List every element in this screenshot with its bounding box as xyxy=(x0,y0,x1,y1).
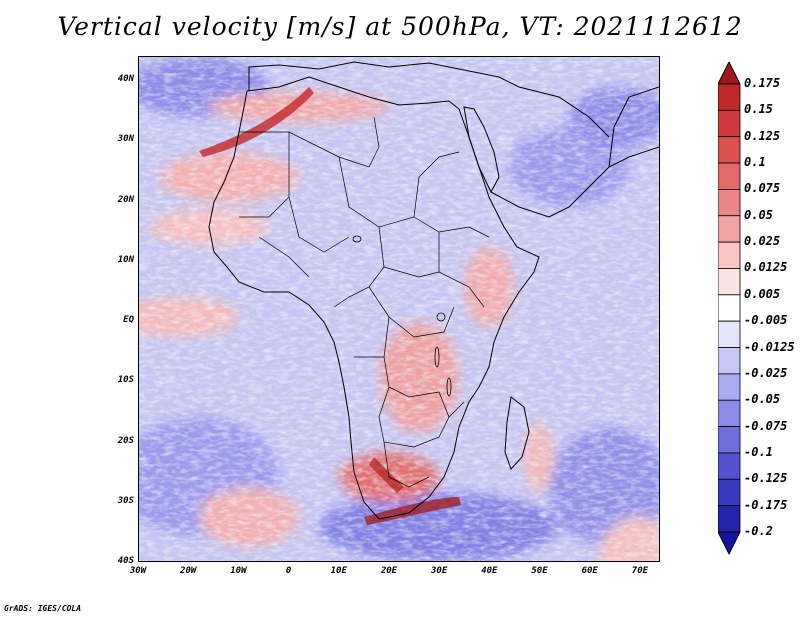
lat-label-30S: 30S xyxy=(117,495,134,506)
colorbar-swatch xyxy=(718,373,741,401)
colorbar-swatch xyxy=(718,241,741,269)
colorbar-swatch xyxy=(718,452,741,480)
lon-label-10E: 10E xyxy=(330,566,347,576)
coastlines xyxy=(208,61,659,520)
lat-label-20S: 20S xyxy=(117,435,134,446)
colorbar-swatch xyxy=(718,399,741,427)
velocity-field-map xyxy=(139,57,659,561)
colorbar-level-label: -0.005 xyxy=(744,313,788,328)
lat-label-20N: 20N xyxy=(117,194,134,205)
africa-coastline xyxy=(208,76,540,520)
lon-label-20E: 20E xyxy=(380,566,398,576)
map-title: Vertical velocity [m/s] at 500hPa, VT: 2… xyxy=(57,12,743,41)
country-borders xyxy=(239,116,490,488)
colorbar-swatch xyxy=(718,189,741,217)
lon-label-50E: 50E xyxy=(531,566,548,576)
colorbar-swatch xyxy=(718,215,741,243)
colorbar-swatch xyxy=(718,294,741,322)
colorbar-swatch xyxy=(718,347,741,375)
colorbar-swatch xyxy=(718,478,741,507)
colorbar-level-label: 0.0125 xyxy=(744,260,788,275)
jet-feature-north xyxy=(199,87,314,157)
colorbar-level-label: 0.175 xyxy=(744,76,781,90)
colorbar-level-label: -0.175 xyxy=(744,497,788,512)
colorbar-swatch xyxy=(718,109,741,138)
map-plot-area xyxy=(138,56,660,562)
colorbar-swatch xyxy=(718,83,741,111)
arabia-coast xyxy=(490,146,659,218)
lat-label-EQ: EQ xyxy=(123,315,134,326)
colorbar-level-label: -0.125 xyxy=(744,471,788,486)
colorbar-swatch xyxy=(718,136,741,164)
colorbar-level-label: 0.05 xyxy=(744,207,773,222)
colorbar-swatch xyxy=(718,320,741,348)
persian-gulf-coast xyxy=(498,76,610,138)
lat-label-30N: 30N xyxy=(117,134,134,145)
lon-label-70E: 70E xyxy=(631,566,649,576)
lat-label-10S: 10S xyxy=(117,375,134,386)
colorbar-level-label: 0.025 xyxy=(744,234,781,249)
colorbar-level-label: -0.05 xyxy=(744,392,781,407)
lat-label-40N: 40N xyxy=(117,74,134,85)
colorbar-swatch xyxy=(718,268,741,296)
colorbar-level-label: 0.005 xyxy=(744,286,781,301)
lon-label-30W: 30W xyxy=(129,566,147,576)
red-sea-coast xyxy=(463,106,500,194)
lon-label-20W: 20W xyxy=(180,566,197,576)
colorbar-bottom-arrow xyxy=(718,531,741,556)
lon-label-0: 0 xyxy=(285,566,292,576)
colorbar-level-label: -0.2 xyxy=(744,524,773,538)
colorbar-swatch xyxy=(718,162,741,190)
lat-label-10N: 10N xyxy=(117,254,134,265)
front-feature-south xyxy=(364,497,461,525)
europe-coast xyxy=(248,61,500,91)
colorbar-level-label: -0.075 xyxy=(744,418,788,433)
colorbar-swatch xyxy=(718,426,741,454)
lon-label-30E: 30E xyxy=(431,566,448,576)
colorbar-level-label: 0.075 xyxy=(744,181,781,196)
madagascar-coastline xyxy=(504,396,530,470)
colorbar-swatch xyxy=(718,505,741,533)
asia-coast xyxy=(608,86,659,168)
colorbar-level-label: 0.125 xyxy=(744,128,781,143)
colorbar-level-label: 0.1 xyxy=(744,155,766,170)
colorbar-level-label: -0.1 xyxy=(744,444,773,459)
lon-label-60E: 60E xyxy=(581,566,598,576)
grads-credit: GrADS: IGES/COLA xyxy=(4,604,82,613)
colorbar-level-label: -0.0125 xyxy=(744,339,795,354)
convective-feature-south xyxy=(369,457,404,493)
lat-label-40S: 40S xyxy=(117,556,134,566)
lake-outlines xyxy=(352,235,452,397)
colorbar-top-arrow xyxy=(718,62,741,85)
colorbar xyxy=(718,62,741,556)
colorbar-level-label: -0.025 xyxy=(744,365,788,380)
lon-label-10W: 10W xyxy=(230,566,247,576)
lon-label-40E: 40E xyxy=(481,566,498,576)
colorbar-level-label: 0.15 xyxy=(744,102,773,117)
